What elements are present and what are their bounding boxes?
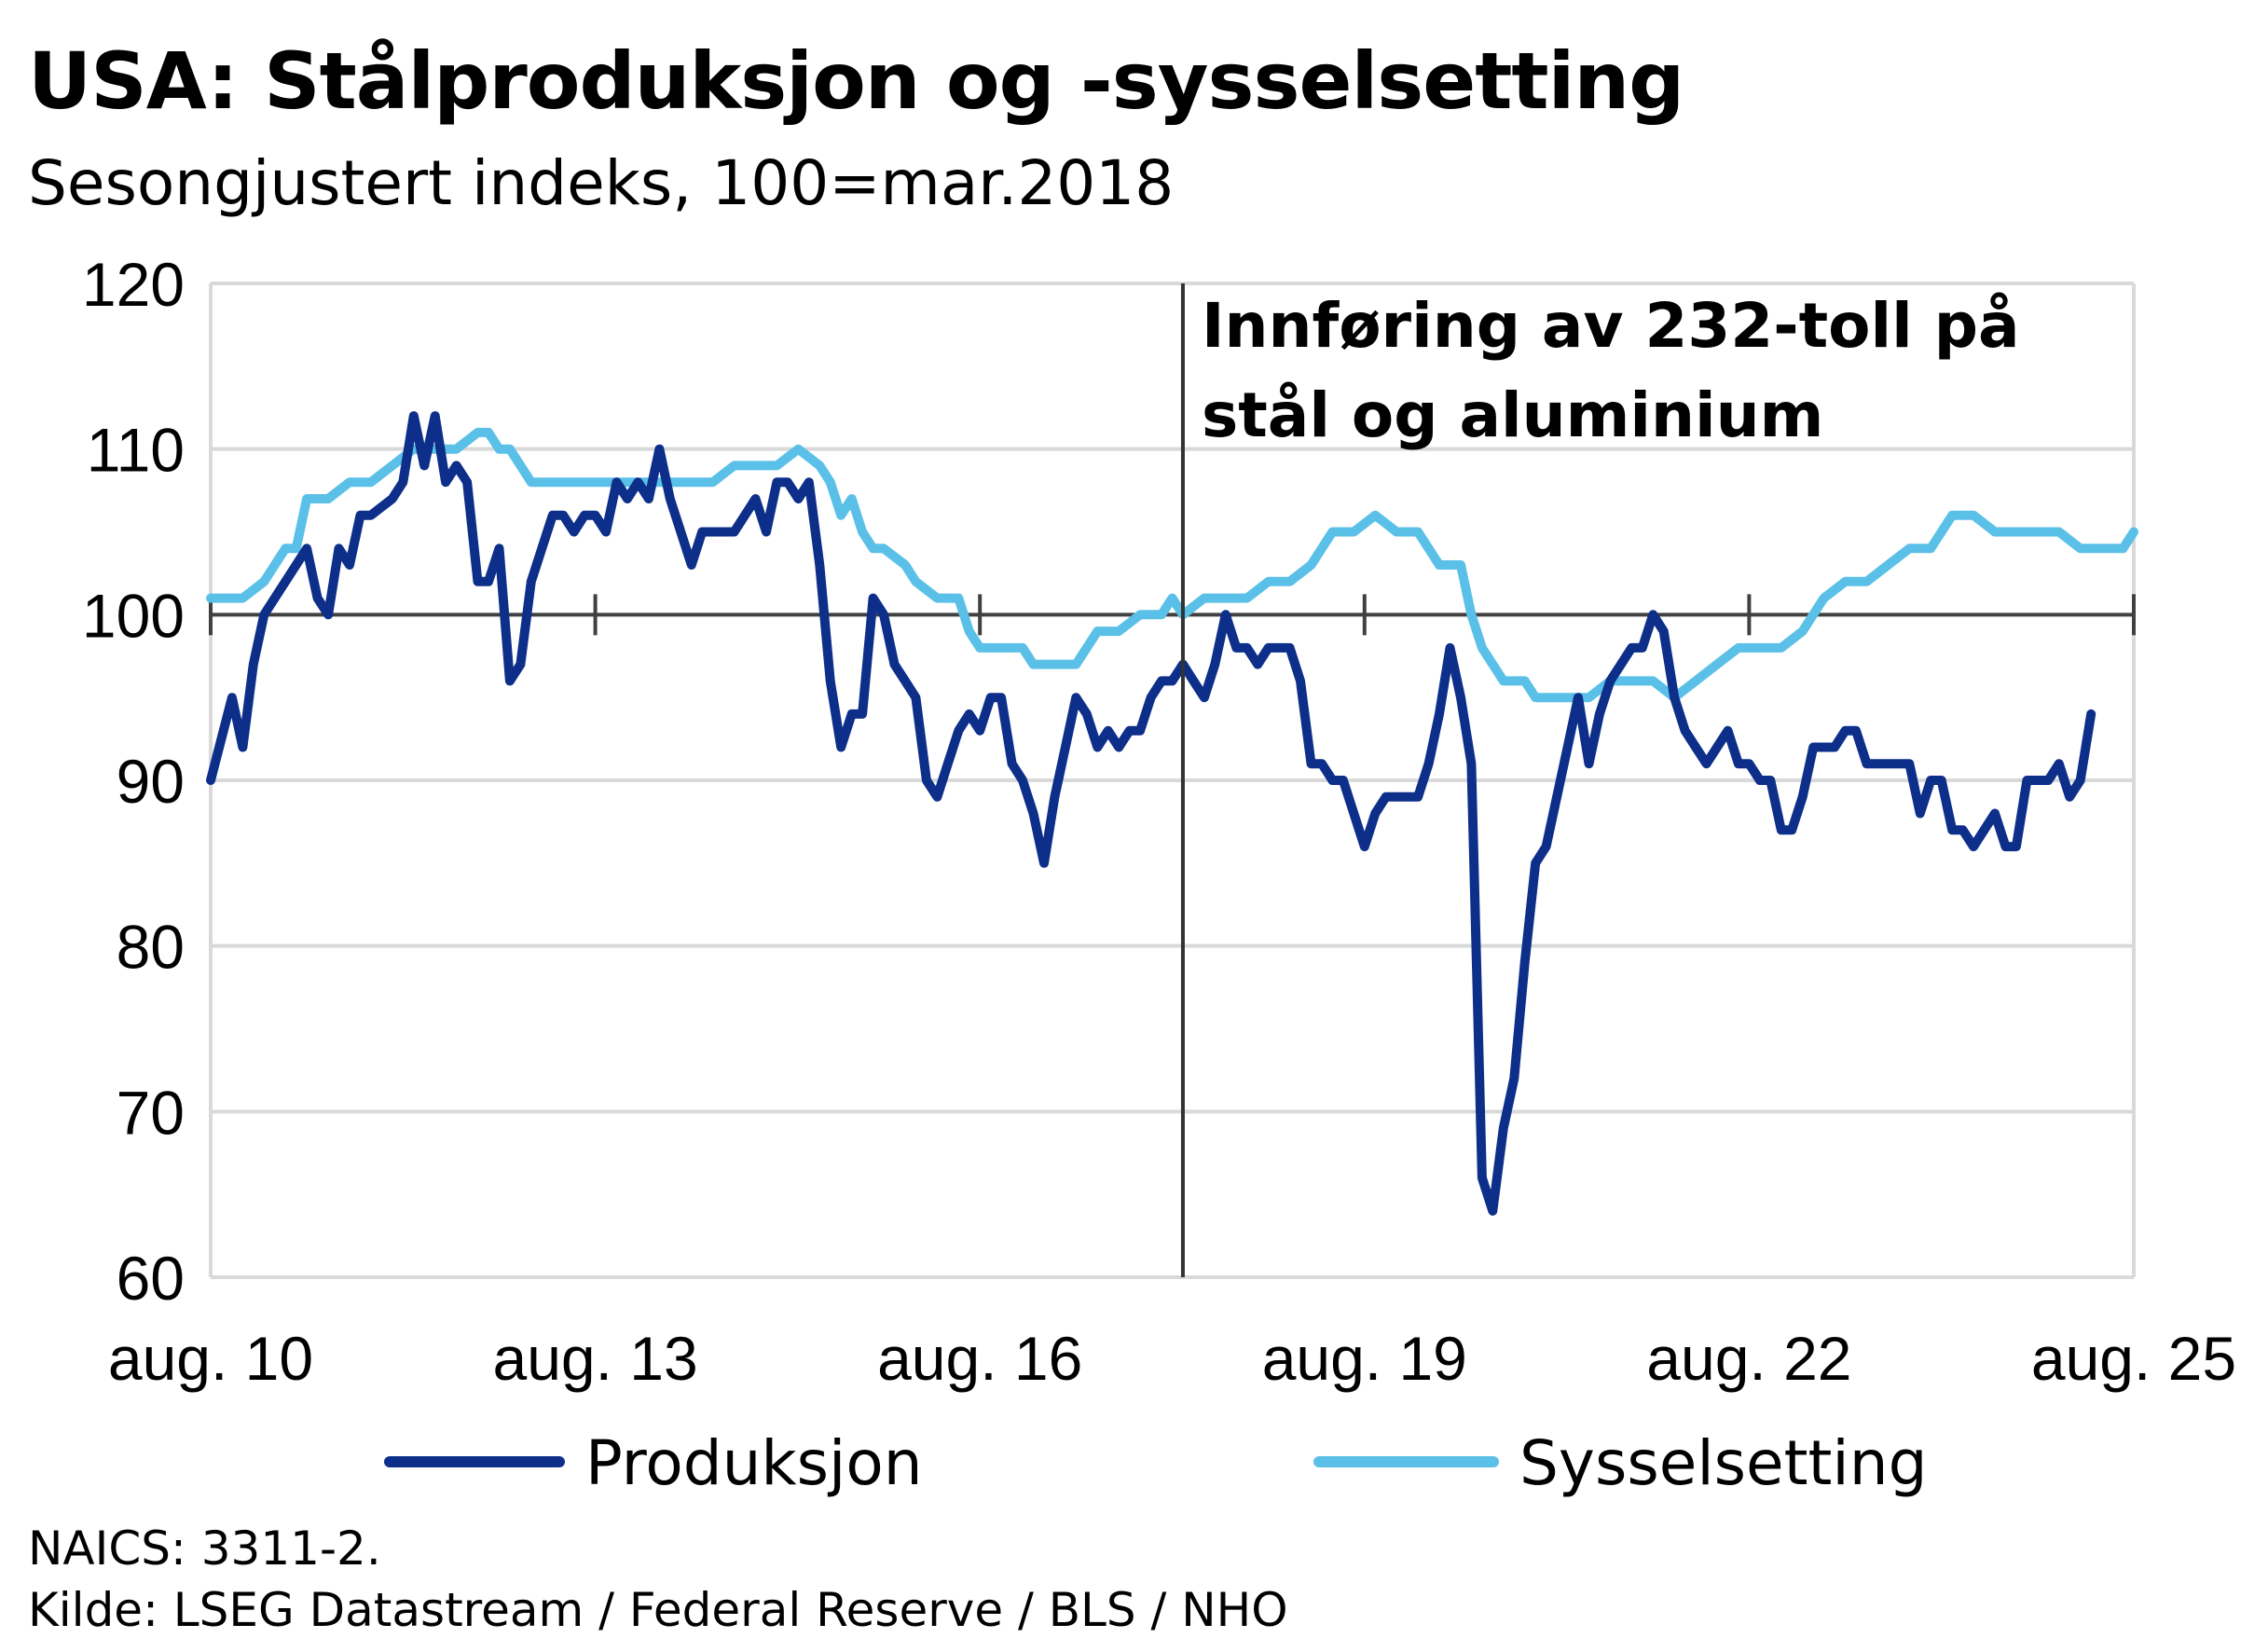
x-tick-label: aug. 22 (1646, 1324, 1851, 1393)
gridlines (209, 282, 2136, 1279)
footnote: NAICS: 3311-2. (28, 1521, 381, 1576)
x-tick-label: aug. 25 (2031, 1324, 2236, 1393)
chart-title: USA: Stålproduksjon og -sysselsetting (28, 35, 1684, 127)
annotation: Innføring av 232-toll på stål og aluminiu… (1180, 283, 2020, 1277)
x-tick-label: aug. 10 (108, 1324, 313, 1393)
series-line-produksjon (206, 411, 2096, 1216)
legend-label-produksjon: Produksjon (585, 1427, 923, 1499)
legend-label-sysselsetting: Sysselsetting (1519, 1427, 1927, 1499)
y-tick-label: 70 (117, 1078, 185, 1147)
y-tick-label: 80 (117, 913, 185, 982)
tick-labels: 60 70 80 90 100 110 120 aug. 10 aug. 13 aug. 16 au… (82, 250, 2236, 1393)
y-tick-label: 110 (87, 416, 185, 485)
series-line-sysselsetting (206, 427, 2138, 703)
y-tick-label: 90 (117, 747, 185, 816)
series-lines (206, 411, 2138, 1216)
x-tick-label: aug. 16 (877, 1324, 1082, 1393)
y-tick-label: 120 (82, 250, 185, 319)
legend: Produksjon Sysselsetting (384, 1427, 1927, 1499)
annotation-text: stål og aluminium (1202, 379, 1823, 451)
chart: 60 70 80 90 100 110 120 aug. 10 aug. 13 aug. 16 au… (82, 250, 2236, 1499)
x-tick-label: aug. 19 (1262, 1324, 1467, 1393)
x-tick-label: aug. 13 (492, 1324, 697, 1393)
chart-subtitle: Sesongjustert indeks, 100=mar.2018 (28, 147, 1175, 219)
annotation-text: Innføring av 232-toll på (1202, 290, 2020, 362)
y-tick-label: 100 (82, 581, 185, 650)
source-note: Kilde: LSEG Datastream / Federal Reserve… (28, 1583, 1288, 1637)
y-tick-label: 60 (117, 1244, 185, 1313)
